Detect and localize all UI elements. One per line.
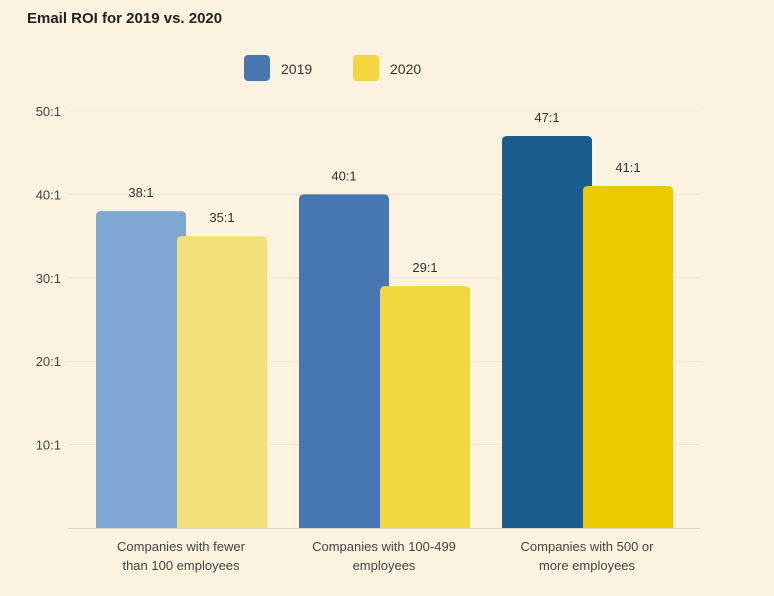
bar-2019-2 <box>299 194 389 528</box>
y-tick-label: 30:1 <box>36 271 61 286</box>
legend-label-2019: 2019 <box>281 61 312 77</box>
bar-2020-2 <box>380 286 470 528</box>
legend-swatch-2019 <box>244 55 270 81</box>
data-label: 35:1 <box>209 210 234 225</box>
data-label: 40:1 <box>331 168 356 183</box>
category-label: Companies with fewer <box>117 539 246 554</box>
data-label: 29:1 <box>412 260 437 275</box>
legend-label-2020: 2020 <box>390 61 421 77</box>
y-tick-label: 20:1 <box>36 354 61 369</box>
data-label: 38:1 <box>128 185 153 200</box>
category-label: Companies with 100-499 <box>312 539 456 554</box>
chart-title: Email ROI for 2019 vs. 2020 <box>27 10 223 27</box>
bar-2020-1 <box>177 236 267 528</box>
y-tick-label: 50:1 <box>36 104 61 119</box>
y-tick-label: 40:1 <box>36 187 61 202</box>
bar-2020-3 <box>583 186 673 528</box>
y-tick-label: 10:1 <box>36 438 61 453</box>
category-label: employees <box>353 558 416 573</box>
bar-2019-1 <box>96 211 186 528</box>
category-label: more employees <box>539 558 636 573</box>
category-label: Companies with 500 or <box>521 539 655 554</box>
data-label: 47:1 <box>534 110 559 125</box>
data-label: 41:1 <box>615 160 640 175</box>
category-label: than 100 employees <box>122 558 240 573</box>
legend-swatch-2020 <box>353 55 379 81</box>
bar-2019-3 <box>502 136 592 528</box>
